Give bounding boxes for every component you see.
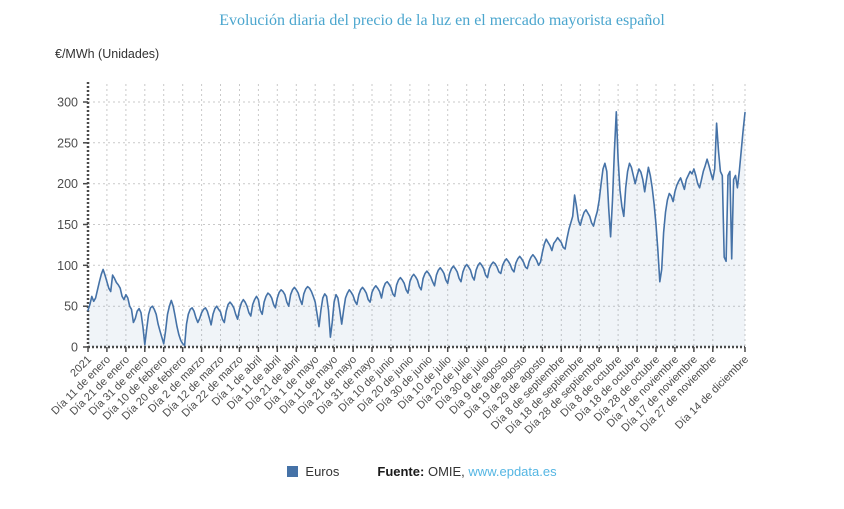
y-tick-label: 150 xyxy=(57,218,78,232)
y-axis-unit-label: €/MWh (Unidades) xyxy=(55,47,160,61)
source-label: Fuente: xyxy=(377,464,425,479)
source-name: OMIE, xyxy=(427,464,465,479)
chart-title: Evolución diaria del precio de la luz en… xyxy=(219,12,665,29)
euros-legend-label: Euros xyxy=(305,464,340,479)
chart-legend: Euros Fuente: OMIE, www.epdata.es xyxy=(0,464,844,479)
y-tick-label: 300 xyxy=(57,96,78,110)
price-line xyxy=(87,111,746,347)
euros-legend-swatch xyxy=(287,466,299,477)
y-tick-label: 250 xyxy=(57,136,78,150)
y-tick-label: 100 xyxy=(57,259,78,273)
source-link[interactable]: www.epdata.es xyxy=(468,464,557,479)
y-tick-label: 50 xyxy=(64,300,78,314)
area-fill xyxy=(88,111,745,347)
y-tick-label: 0 xyxy=(71,341,78,355)
y-tick-label: 200 xyxy=(57,177,78,191)
